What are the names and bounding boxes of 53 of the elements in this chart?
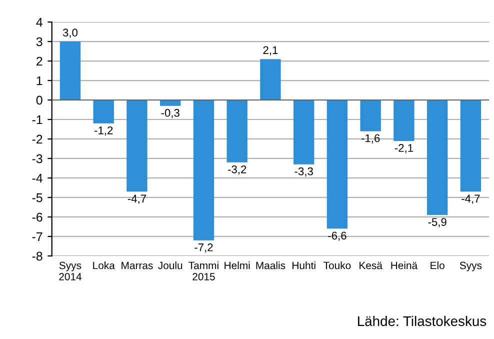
y-tick-label: 1 [36,76,42,86]
y-tick-label: -7 [32,232,42,241]
x-tick-label: Syys 2014 [59,262,82,280]
bar [293,100,314,164]
data-label: -4,7 [128,194,146,204]
y-tick-label: 4 [36,18,42,27]
text: Lähde: Tilastokeskus [358,316,486,326]
x-tick-label: Heinä [391,262,418,270]
x-tick-label: Maalis [256,262,286,270]
x-tick-label: Tammi 2015 [188,262,218,280]
bar [93,100,114,124]
bar [60,42,81,100]
y-tick-label: 0 [36,96,42,105]
bar [460,100,482,192]
bar [360,100,381,132]
data-label: -1,6 [362,134,380,144]
y-tick-label: -1 [32,115,42,124]
x-tick-label: Loka [93,262,115,270]
data-label: -3,2 [228,165,246,175]
data-label: -5,9 [428,218,446,228]
data-label: -7,2 [194,243,213,253]
y-tick-label: -5 [32,193,42,202]
x-tick-label: Syys [460,262,482,272]
x-tick-label: Marras [122,262,153,270]
x-tick-label: Kesä [360,262,382,270]
data-label: 2,1 [263,46,278,56]
x-tick-label: Helmi [224,262,250,270]
bar [426,100,448,216]
bar [126,100,148,192]
data-label: 3,0 [62,28,78,38]
data-label: -4,7 [462,194,480,204]
x-tick-label: Huhti [292,262,316,270]
y-tick-label: -6 [32,212,42,222]
x-tick-label: Touko [324,262,351,270]
x-tick-label: Elo [430,262,444,270]
data-label: -1,2 [94,126,113,136]
y-tick-label: -2 [32,134,42,144]
bar [260,59,281,100]
bar [326,100,348,229]
data-label: -3,3 [294,167,313,177]
bar [193,100,214,240]
y-tick-label: 3 [36,37,42,46]
data-label: -0,3 [161,108,180,118]
y-tick-label: -4 [32,174,42,183]
x-tick-label: Joulu [158,262,182,270]
bar [160,100,181,106]
bar [226,100,248,162]
data-label: -6,6 [328,232,346,241]
data-label: -2,1 [394,144,413,154]
y-tick-label: -3 [32,154,42,164]
bar [394,100,414,141]
y-tick-label: -8 [32,252,42,261]
y-tick-label: 2 [36,56,42,66]
